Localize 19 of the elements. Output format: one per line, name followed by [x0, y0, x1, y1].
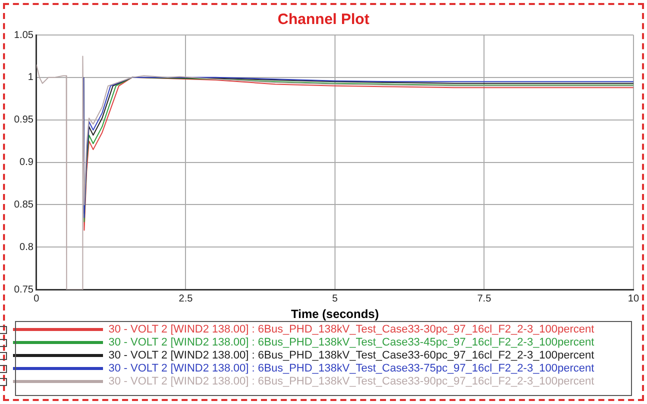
x-axis-title: Time (seconds) [291, 307, 379, 322]
y-tick-label: 0.85 [14, 199, 34, 210]
text: 30 - VOLT 2 [WIND2 138.00] : 6Bus_PHD_138kV_Test_Case33-30pc_97_16cl_F2_2-3_100percent [108, 324, 594, 336]
x-tick-label: 10 [628, 293, 640, 304]
x-tick-label: 7.5 [477, 293, 492, 304]
y-tick-label: 0.9 [20, 157, 34, 168]
chart-title: Channel Plot [278, 11, 370, 28]
y-tick-label: 1 [28, 72, 34, 84]
x-tick-label: 0 [34, 293, 40, 304]
y-tick-label: 1.05 [14, 30, 34, 41]
text: 30 - VOLT 2 [WIND2 138.00] : 6Bus_PHD_138kV_Test_Case33-75pc_97_16cl_F2_2-3_100percent [108, 362, 594, 375]
x-tick-label: 5 [332, 293, 338, 304]
text: 30 - VOLT 2 [WIND2 138.00] : 6Bus_PHD_138kV_Test_Case33-60pc_97_16cl_F2_2-3_100percent [108, 350, 594, 362]
text: 30 - VOLT 2 [WIND2 138.00] : 6Bus_PHD_138kV_Test_Case33-90pc_97_16cl_F2_2-3_100percent [108, 376, 594, 388]
y-tick-label: 0.95 [14, 114, 34, 126]
y-tick-label: 0.8 [20, 242, 34, 253]
y-tick-label: 0.75 [14, 284, 34, 296]
x-tick-label: 2.5 [178, 293, 194, 304]
text: 30 - VOLT 2 [WIND2 138.00] : 6Bus_PHD_138kV_Test_Case33-45pc_97_16cl_F2_2-3_100percent [108, 336, 594, 349]
